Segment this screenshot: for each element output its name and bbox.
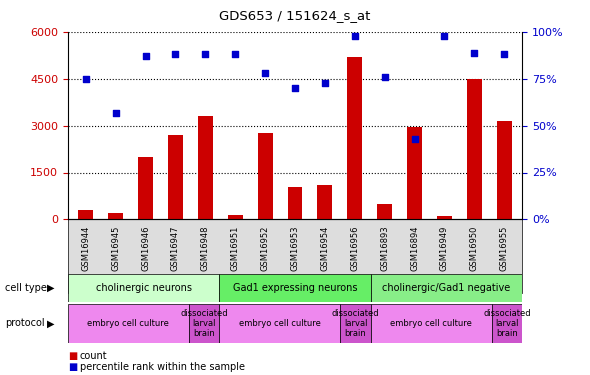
Point — [500, 51, 509, 57]
Text: embryo cell culture: embryo cell culture — [87, 319, 169, 328]
Point — [260, 70, 270, 76]
Bar — [189, 304, 219, 343]
Bar — [228, 214, 242, 219]
Bar — [407, 127, 422, 219]
Point — [470, 50, 479, 55]
Text: ▶: ▶ — [47, 318, 54, 328]
Bar — [198, 116, 213, 219]
Text: dissociated
larval
brain: dissociated larval brain — [332, 309, 379, 338]
Text: percentile rank within the sample: percentile rank within the sample — [80, 362, 245, 372]
Text: embryo cell culture: embryo cell culture — [391, 319, 472, 328]
Bar — [108, 213, 123, 219]
Bar — [371, 274, 522, 302]
Point — [350, 33, 359, 39]
Point — [201, 51, 210, 57]
Bar — [340, 304, 371, 343]
Bar — [467, 79, 482, 219]
Point — [231, 51, 240, 57]
Bar — [78, 210, 93, 219]
Bar — [437, 216, 452, 219]
Point — [320, 80, 330, 86]
Bar — [138, 157, 153, 219]
Point — [171, 51, 180, 57]
Bar — [497, 121, 512, 219]
Text: ■: ■ — [68, 351, 77, 361]
Text: dissociated
larval
brain: dissociated larval brain — [181, 309, 228, 338]
Bar — [68, 274, 219, 302]
Point — [111, 110, 120, 116]
Point — [440, 33, 449, 39]
Bar — [219, 274, 371, 302]
Text: protocol: protocol — [5, 318, 44, 328]
Bar — [68, 304, 189, 343]
Text: GDS653 / 151624_s_at: GDS653 / 151624_s_at — [219, 9, 371, 22]
Text: embryo cell culture: embryo cell culture — [239, 319, 321, 328]
Text: cholinergic neurons: cholinergic neurons — [96, 283, 192, 293]
Text: cholinergic/Gad1 negative: cholinergic/Gad1 negative — [382, 283, 510, 293]
Bar — [348, 57, 362, 219]
Text: ▶: ▶ — [47, 283, 54, 293]
Point — [81, 76, 90, 82]
Point — [380, 74, 389, 80]
Point — [290, 85, 300, 91]
Point — [141, 53, 150, 59]
Text: dissociated
larval
brain: dissociated larval brain — [483, 309, 531, 338]
Bar — [492, 304, 522, 343]
Text: ■: ■ — [68, 362, 77, 372]
Bar — [377, 204, 392, 219]
Bar — [168, 135, 183, 219]
Bar — [371, 304, 492, 343]
Text: count: count — [80, 351, 107, 361]
Bar — [258, 134, 273, 219]
Bar — [219, 304, 340, 343]
Text: cell type: cell type — [5, 283, 47, 293]
Bar — [317, 185, 332, 219]
Text: Gad1 expressing neurons: Gad1 expressing neurons — [232, 283, 358, 293]
Point — [410, 136, 419, 142]
Bar — [287, 187, 303, 219]
